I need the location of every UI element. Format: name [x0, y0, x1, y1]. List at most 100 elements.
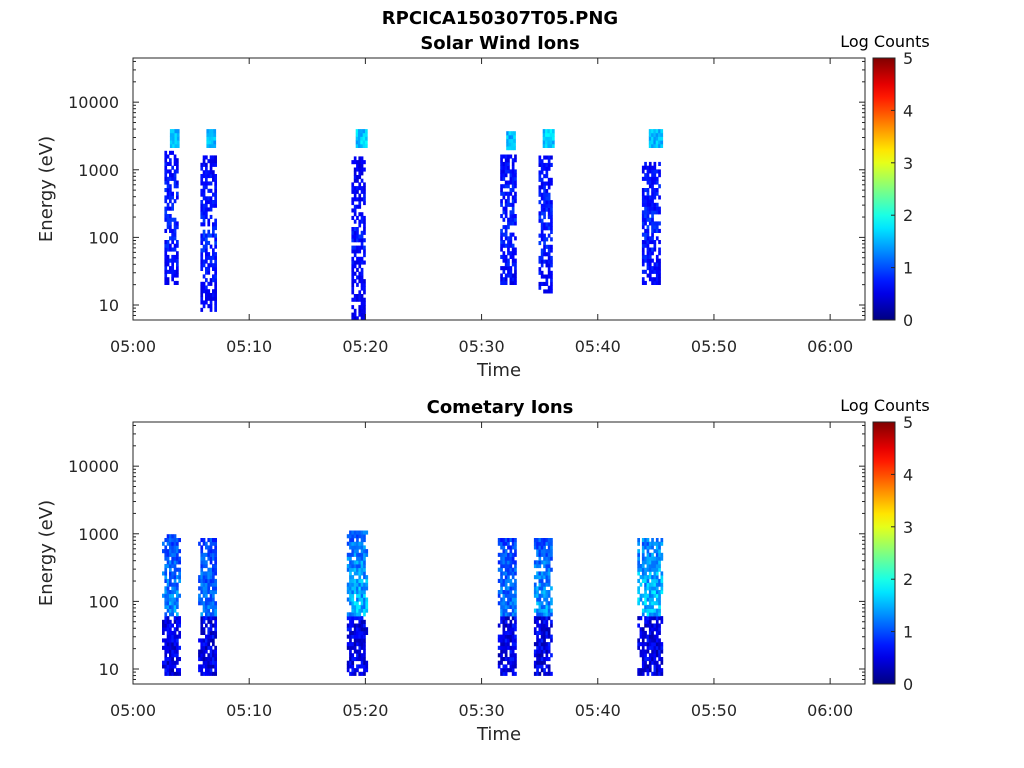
data-cell: [504, 616, 508, 621]
data-cell: [538, 623, 542, 628]
data-cell: [648, 634, 652, 639]
data-cell: [171, 150, 174, 155]
y-tick-label: 10000: [68, 93, 119, 112]
data-cell: [208, 129, 212, 134]
data-cell: [353, 608, 357, 613]
data-cell: [511, 277, 515, 282]
data-cell: [205, 240, 208, 245]
data-cell: [358, 534, 362, 539]
data-cell: [514, 258, 517, 263]
data-cell: [356, 530, 359, 535]
data-cell: [349, 586, 352, 591]
data-cell: [349, 556, 352, 561]
data-cell: [358, 616, 362, 621]
data-cell: [545, 604, 549, 609]
data-cell: [200, 664, 204, 669]
data-cell: [646, 642, 650, 647]
data-cell: [205, 170, 208, 175]
data-cell: [504, 549, 508, 554]
data-cell: [169, 188, 172, 193]
data-cell: [173, 176, 177, 181]
data-cell: [540, 274, 544, 279]
data-cell: [550, 270, 553, 275]
data-cell: [349, 653, 352, 658]
data-cell: [533, 538, 537, 543]
data-cell: [198, 668, 201, 673]
data-cell: [514, 173, 517, 178]
data-cell: [538, 162, 542, 167]
data-cell: [547, 196, 551, 201]
data-cell: [507, 616, 510, 621]
y-tick-label: 100: [88, 228, 119, 247]
data-cell: [171, 571, 174, 576]
data-cell: [209, 155, 213, 160]
data-cell: [209, 630, 213, 635]
data-cell: [176, 165, 179, 170]
data-cell: [200, 567, 204, 572]
data-cell: [164, 165, 168, 170]
data-cell: [651, 266, 654, 271]
data-cell: [547, 140, 551, 145]
data-cell: [648, 129, 652, 134]
x-tick-label: 05:20: [342, 337, 388, 356]
data-cell: [547, 604, 551, 609]
data-cell: [171, 560, 174, 565]
plot-frame: [132, 57, 866, 321]
data-cell: [646, 206, 650, 211]
data-cell: [358, 671, 362, 676]
data-cell: [200, 612, 204, 617]
data-cell: [538, 630, 542, 635]
data-cell: [166, 601, 170, 606]
data-cell: [363, 638, 366, 643]
data-cell: [543, 241, 546, 246]
data-cell: [648, 619, 652, 624]
data-cell: [538, 616, 542, 621]
data-cell: [212, 597, 215, 602]
data-cell: [351, 590, 355, 595]
colorbar-tick-label: 4: [903, 465, 913, 484]
data-cell: [178, 671, 181, 676]
data-cell: [658, 132, 661, 137]
data-cell: [514, 616, 517, 621]
data-cell: [351, 582, 355, 587]
data-cell: [550, 177, 553, 182]
data-cell: [358, 290, 362, 295]
data-cell: [497, 638, 501, 643]
data-cell: [543, 660, 546, 665]
data-cell: [358, 619, 362, 624]
data-cell: [504, 266, 508, 271]
data-cell: [514, 571, 517, 576]
data-cell: [214, 590, 217, 595]
data-cell: [542, 143, 546, 148]
data-cell: [214, 552, 217, 557]
data-cell: [360, 132, 363, 137]
data-cell: [646, 597, 650, 602]
data-cell: [207, 281, 211, 286]
data-cell: [641, 671, 645, 676]
data-cell: [507, 243, 510, 248]
data-cell: [545, 634, 549, 639]
data-cell: [353, 534, 357, 539]
data-cell: [365, 668, 369, 673]
data-cell: [214, 162, 217, 167]
data-cell: [550, 541, 553, 546]
data-cell: [358, 604, 362, 609]
data-cell: [365, 136, 368, 141]
data-cell: [641, 176, 645, 181]
data-cell: [644, 590, 647, 595]
data-cell: [497, 541, 501, 546]
data-cell: [360, 178, 364, 183]
data-cell: [651, 180, 654, 185]
colorbar-tick-label: 5: [903, 49, 913, 68]
data-cell: [644, 578, 647, 583]
data-cell: [164, 217, 168, 222]
data-cell: [358, 182, 362, 187]
data-cell: [644, 210, 647, 215]
data-cell: [164, 612, 168, 617]
data-cell: [540, 590, 544, 595]
data-cell: [646, 254, 650, 259]
data-cell: [358, 612, 362, 617]
data-cell: [214, 657, 217, 662]
data-cell: [171, 217, 174, 222]
data-cell: [639, 575, 643, 580]
